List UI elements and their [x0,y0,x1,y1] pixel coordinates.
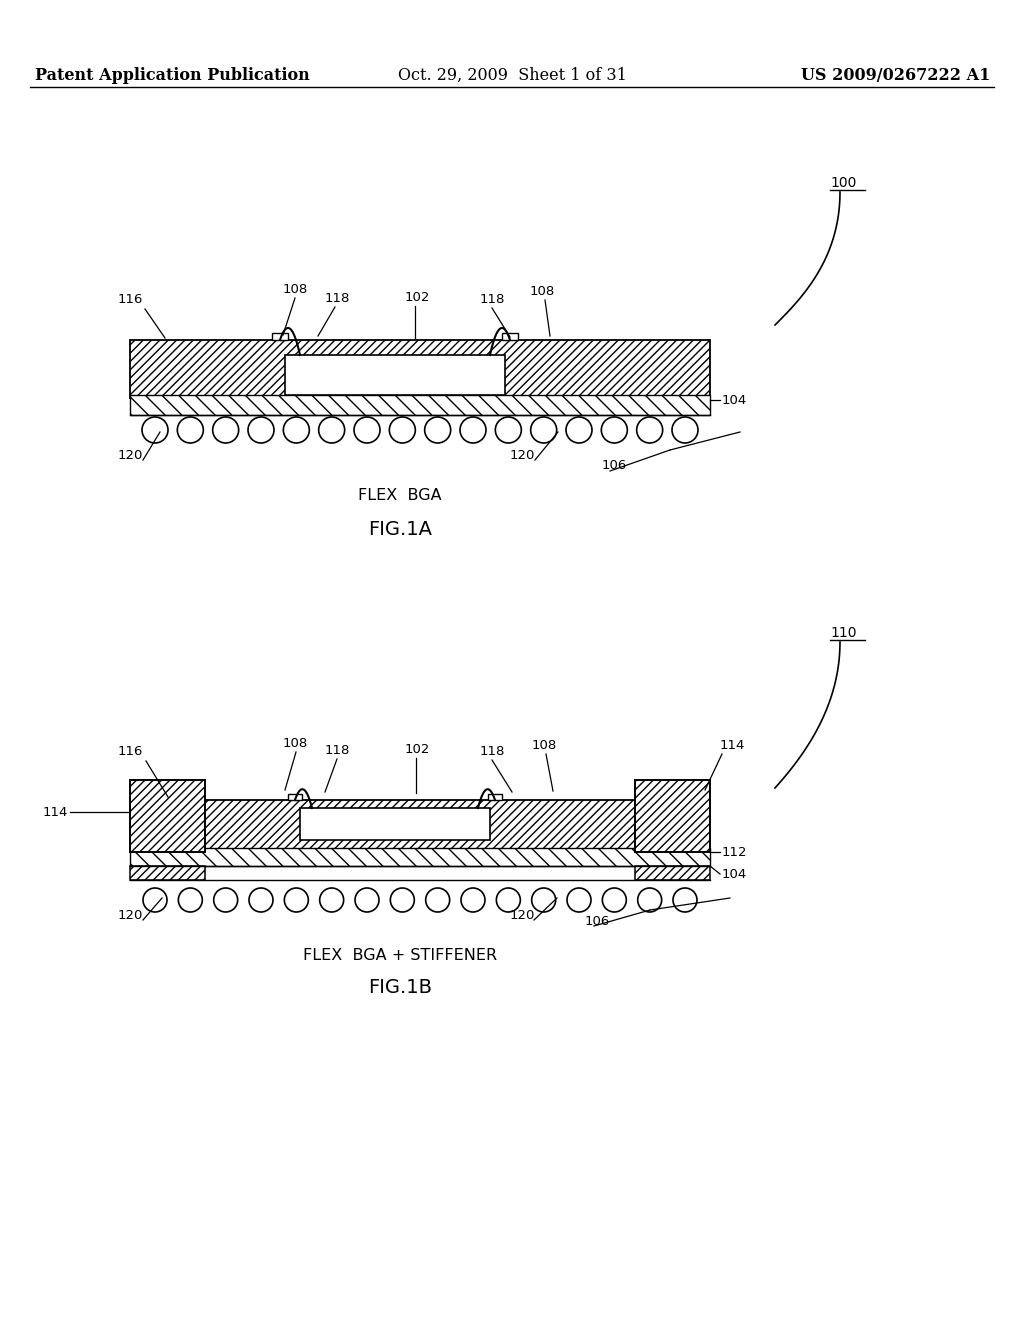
Circle shape [390,888,415,912]
Circle shape [248,417,274,444]
Bar [130,866,205,880]
Circle shape [601,417,628,444]
Text: FIG.1A: FIG.1A [368,520,432,539]
Bar [488,795,502,800]
Text: 110: 110 [830,626,856,640]
Circle shape [389,417,416,444]
Bar [130,800,710,851]
Circle shape [213,417,239,444]
Circle shape [426,888,450,912]
Text: US 2009/0267222 A1: US 2009/0267222 A1 [801,66,990,83]
Text: 120: 120 [510,909,536,921]
Text: 108: 108 [283,282,308,296]
Text: 102: 102 [406,743,430,756]
Text: 104: 104 [722,393,748,407]
Text: 116: 116 [118,293,143,306]
Circle shape [602,888,627,912]
Text: 114: 114 [720,739,745,752]
Text: FIG.1B: FIG.1B [368,978,432,997]
Text: 108: 108 [283,737,308,750]
Circle shape [497,888,520,912]
Text: 118: 118 [480,293,506,306]
Bar [272,333,288,341]
Bar [130,395,710,414]
Circle shape [673,888,697,912]
Bar [635,866,710,880]
Circle shape [318,417,345,444]
Text: 120: 120 [118,449,143,462]
Circle shape [319,888,344,912]
Circle shape [425,417,451,444]
Text: 118: 118 [325,292,350,305]
Bar [130,780,205,851]
Circle shape [177,417,204,444]
Circle shape [355,888,379,912]
Text: 112: 112 [722,846,748,858]
Circle shape [496,417,521,444]
Circle shape [638,888,662,912]
Text: FLEX  BGA + STIFFENER: FLEX BGA + STIFFENER [303,948,497,964]
Text: 118: 118 [325,744,350,756]
Text: 106: 106 [602,459,628,473]
Circle shape [531,888,556,912]
Circle shape [637,417,663,444]
Text: 108: 108 [530,285,555,298]
Circle shape [285,888,308,912]
Circle shape [143,888,167,912]
Circle shape [142,417,168,444]
Circle shape [566,417,592,444]
Circle shape [460,417,486,444]
Text: 106: 106 [585,915,610,928]
Text: Oct. 29, 2009  Sheet 1 of 31: Oct. 29, 2009 Sheet 1 of 31 [397,66,627,83]
Text: 120: 120 [118,909,143,921]
Text: 114: 114 [43,805,68,818]
Bar [288,795,302,800]
Text: 116: 116 [118,744,143,758]
Bar [635,780,710,851]
Text: 100: 100 [830,176,856,190]
Bar [502,333,518,341]
Circle shape [354,417,380,444]
Text: Patent Application Publication: Patent Application Publication [35,66,309,83]
Circle shape [178,888,203,912]
Circle shape [672,417,698,444]
Circle shape [214,888,238,912]
Text: 102: 102 [406,290,430,304]
Text: FLEX  BGA: FLEX BGA [358,488,441,503]
Circle shape [530,417,557,444]
Text: 108: 108 [532,739,557,752]
Text: 120: 120 [510,449,536,462]
Bar [130,847,710,866]
Circle shape [284,417,309,444]
Text: 118: 118 [480,744,506,758]
Bar [300,808,490,840]
Text: 104: 104 [722,867,748,880]
Circle shape [249,888,273,912]
Circle shape [461,888,485,912]
Bar [130,341,710,399]
Bar [285,355,505,395]
Circle shape [567,888,591,912]
